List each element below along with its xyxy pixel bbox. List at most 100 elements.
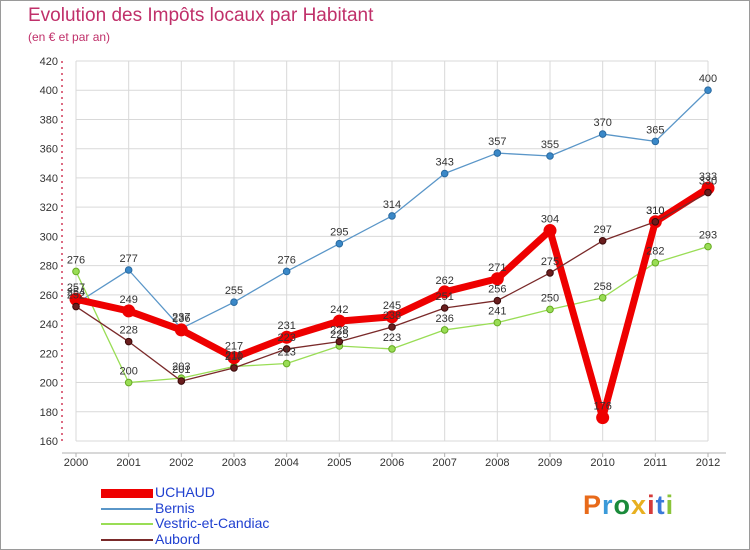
y-tick-label: 220 <box>40 348 58 360</box>
data-point-uchaud <box>490 272 504 286</box>
data-point-vestric-et-candiac <box>598 293 607 302</box>
data-point-aubord <box>546 269 554 277</box>
legend-swatch-bernis <box>101 507 153 510</box>
data-point-aubord <box>440 304 449 312</box>
data-label-uchaud: 262 <box>435 275 453 287</box>
data-point-vestric-et-candiac <box>546 305 554 314</box>
logo-letter: i <box>665 490 675 520</box>
y-tick-label: 240 <box>40 319 58 331</box>
data-label-aubord: 201 <box>172 364 190 376</box>
y-tick-label: 260 <box>40 290 58 302</box>
legend-item-vestric-et-candiac: Vestric-et-Candiac <box>101 516 401 532</box>
y-tick-label: 280 <box>40 261 58 273</box>
data-point-bernis <box>230 298 238 306</box>
data-point-bernis <box>124 266 133 274</box>
data-label-aubord: 228 <box>119 325 137 337</box>
y-tick-label: 420 <box>40 56 58 68</box>
data-point-vestric-et-candiac <box>72 267 80 276</box>
data-label-aubord: 228 <box>330 325 348 337</box>
legend-label-vestric-et-candiac: Vestric-et-Candiac <box>155 515 270 531</box>
axis-layer: 160 180 200 220 240 260 280 300 320 340 360 380 400 4… <box>40 56 726 469</box>
y-tick-label: 160 <box>40 436 58 448</box>
data-point-uchaud <box>385 310 399 324</box>
data-label-aubord: 238 <box>383 310 401 322</box>
legend-item-bernis: Bernis <box>101 500 401 517</box>
x-tick-label: 2005 <box>327 457 351 469</box>
data-point-uchaud <box>543 224 557 238</box>
data-point-aubord <box>335 337 344 346</box>
data-label-vestric-et-candiac: 223 <box>383 332 401 344</box>
data-label-uchaud: 242 <box>330 304 348 316</box>
data-label-uchaud: 304 <box>541 214 559 226</box>
data-label-uchaud: 231 <box>277 320 295 332</box>
data-label-aubord: 252 <box>67 290 85 302</box>
y-tick-label: 400 <box>40 85 58 97</box>
data-point-bernis <box>704 86 712 95</box>
data-label-aubord: 256 <box>488 284 506 296</box>
data-label-bernis: 357 <box>488 136 506 148</box>
data-label-aubord: 310 <box>646 205 664 217</box>
y-tick-label: 200 <box>40 378 58 390</box>
data-label-bernis: 370 <box>593 117 611 129</box>
data-point-uchaud <box>174 323 188 337</box>
data-point-aubord <box>493 296 502 305</box>
data-point-uchaud <box>69 292 83 306</box>
data-point-aubord <box>388 323 396 331</box>
data-point-bernis <box>282 267 291 276</box>
logo-letter: i <box>647 490 656 520</box>
data-point-vestric-et-candiac <box>388 345 396 353</box>
legend-label-aubord: Aubord <box>155 530 201 547</box>
x-tick-label: 2001 <box>116 457 140 469</box>
x-tick-label: 2008 <box>485 457 509 469</box>
legend-label-uchaud: UCHAUD <box>155 484 215 500</box>
data-label-bernis: 355 <box>541 139 559 151</box>
data-point-aubord <box>651 217 660 226</box>
data-point-aubord <box>704 188 712 197</box>
logo-letter: t <box>655 490 666 520</box>
y-tick-label: 320 <box>40 202 58 214</box>
data-point-aubord <box>72 302 80 311</box>
data-label-uchaud: 217 <box>225 341 243 353</box>
data-label-bernis: 365 <box>646 124 664 136</box>
data-label-aubord: 210 <box>225 351 243 363</box>
data-label-vestric-et-candiac: 282 <box>646 246 664 258</box>
data-label-bernis: 255 <box>225 285 243 297</box>
logo-letter: x <box>631 490 648 520</box>
x-tick-label: 2000 <box>64 457 88 469</box>
logo-letter: P <box>583 490 603 520</box>
y-tick-label: 180 <box>40 407 58 419</box>
data-point-vestric-et-candiac <box>282 359 291 368</box>
x-tick-label: 2011 <box>644 457 668 469</box>
data-label-uchaud: 245 <box>383 300 401 312</box>
y-tick-label: 380 <box>40 114 58 126</box>
data-label-uchaud: 310 <box>646 205 664 217</box>
data-label-layer: 257 249 236 217 231 242 245 262 271 304 176 310 333 2… <box>67 73 717 412</box>
proxiti-logo: Proxiti <box>583 490 674 521</box>
series-layer <box>69 86 715 425</box>
data-label-bernis: 343 <box>435 157 453 169</box>
data-point-bernis <box>651 137 660 146</box>
legend: UCHAUD Bernis Vestric-et-Candiac Aubord <box>101 485 401 547</box>
data-label-uchaud: 176 <box>593 401 611 413</box>
x-tick-label: 2006 <box>380 457 404 469</box>
chart-title: Evolution des Impôts locaux par Habitant <box>28 5 374 26</box>
x-tick-label: 2009 <box>538 457 562 469</box>
data-point-bernis <box>493 149 502 157</box>
data-label-bernis: 295 <box>330 227 348 239</box>
data-label-vestric-et-candiac: 258 <box>593 281 611 293</box>
data-point-vestric-et-candiac <box>493 318 502 327</box>
data-point-bernis <box>546 152 554 160</box>
data-label-vestric-et-candiac: 200 <box>119 366 137 378</box>
data-point-aubord <box>598 236 607 245</box>
data-label-vestric-et-candiac: 236 <box>435 313 453 325</box>
data-label-vestric-et-candiac: 211 <box>225 349 243 361</box>
data-label-aubord: 275 <box>541 256 559 268</box>
data-label-vestric-et-candiac: 241 <box>488 306 506 318</box>
y-tick-label: 340 <box>40 173 58 185</box>
x-tick-label: 2012 <box>696 457 720 469</box>
x-tick-label: 2002 <box>169 457 193 469</box>
data-label-vestric-et-candiac: 213 <box>277 347 295 359</box>
data-label-uchaud: 249 <box>119 294 137 306</box>
